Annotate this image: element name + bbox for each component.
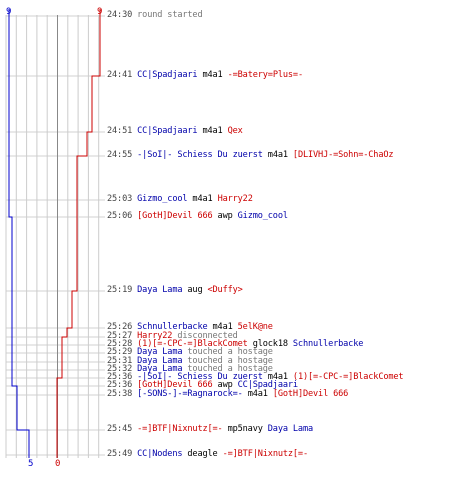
red-player-name: (1)[=-CPC-=]BlackComet [137, 339, 248, 349]
blue-player-name: Daya Lama [137, 364, 183, 374]
red-player-name: [GotH]Devil 666 [137, 211, 213, 221]
blue-player-name: Gizmo_cool [237, 211, 288, 221]
blue-player-name: [-SONS-]-=Ragnarock=- [137, 389, 243, 399]
event-time: 24:51 [107, 126, 138, 136]
blue-player-name: CC|Nodens [137, 449, 183, 459]
blue-player-name: Daya Lama [137, 285, 183, 295]
event-text: m4a1 [187, 194, 218, 204]
red-player-name: [GotH]Devil 666 [272, 389, 349, 399]
event-text: disconnected [172, 331, 238, 341]
event-row: 24:51 CC|Spadjaari m4a1 Qex [107, 127, 243, 136]
red-player-name: [GotH]Devil 666 [137, 380, 213, 390]
blue-player-name: CC|Spadjaari [137, 70, 198, 80]
event-row: 24:55 -|SoI|- Schiess Du zuerst m4a1 [DL… [107, 150, 394, 160]
event-text: m4a1 [197, 70, 228, 80]
event-time: 24:55 [107, 150, 138, 160]
event-text: deagle [182, 449, 223, 459]
red-team-count-line [56, 9, 101, 458]
event-text: m4a1 [197, 126, 228, 136]
event-row: 25:03 Gizmo_cool m4a1 Harry22 [107, 195, 253, 204]
event-time: 25:31 [107, 356, 138, 366]
event-time: 25:28 [107, 339, 138, 349]
event-time: 25:36 [107, 372, 138, 382]
event-row: 25:36 [GotH]Devil 666 awp CC|Spadjaari [107, 381, 298, 390]
red-player-name: Harry22 [137, 331, 173, 341]
red-player-name: -=Batery=Plus=- [227, 70, 304, 80]
event-text: touched a hostage [182, 347, 273, 357]
red-player-name: Qex [227, 126, 243, 136]
event-time: 25:49 [107, 449, 138, 459]
blue-player-name: Gizmo_cool [137, 194, 188, 204]
event-row: 24:41 CC|Spadjaari m4a1 -=Batery=Plus=- [107, 71, 303, 80]
event-text: awp [212, 211, 238, 221]
blue-player-name: CC|Spadjaari [237, 380, 298, 390]
red-player-name: <Duffy> [207, 285, 243, 295]
event-time: 25:45 [107, 424, 138, 434]
event-row: 25:27 Harry22 disconnected [107, 332, 238, 341]
red-player-name: -=]BTF|Nixnutz[=- [137, 424, 223, 434]
red-bottom-count: 0 [55, 459, 61, 469]
red-player-name: (1)[=-CPC-=]BlackComet [292, 372, 404, 382]
event-row: 24:30 round started [107, 10, 203, 20]
event-text: touched a hostage [182, 364, 273, 374]
event-time: 25:06 [107, 211, 138, 221]
event-time: 25:26 [107, 322, 138, 332]
event-row: 25:26 Schnullerbacke m4a1 5elK@ne [107, 323, 273, 332]
red-player-name: [DLIVHJ-=Sohn=-ChaOz [292, 150, 394, 160]
event-text: glock18 [247, 339, 293, 349]
event-row: 25:29 Daya Lama touched a hostage [107, 348, 273, 357]
event-row: 25:36 -|SoI|- Schiess Du zuerst m4a1 (1)… [107, 372, 404, 382]
event-text: m4a1 [242, 389, 273, 399]
red-player-name: Harry22 [217, 194, 253, 204]
event-time: 25:29 [107, 347, 138, 357]
blue-player-name: Schnullerbacke [137, 322, 208, 332]
event-row: 25:19 Daya Lama aug <Duffy> [107, 286, 243, 295]
event-row: 25:06 [GotH]Devil 666 awp Gizmo_cool [107, 212, 288, 221]
event-text: touched a hostage [182, 356, 273, 366]
blue-player-name: -|SoI|- Schiess Du zuerst [137, 150, 263, 160]
red-player-name: 5elK@ne [237, 322, 273, 332]
event-time: 25:03 [107, 194, 138, 204]
blue-player-name: Daya Lama [137, 347, 183, 357]
blue-player-name: Schnullerbacke [292, 339, 364, 349]
event-time: 25:38 [107, 389, 138, 399]
event-text: round started [137, 10, 203, 20]
event-text: awp [212, 380, 238, 390]
event-text: mp5navy [222, 424, 268, 434]
blue-player-name: CC|Spadjaari [137, 126, 198, 136]
blue-player-name: -|SoI|- Schiess Du zuerst [137, 372, 263, 382]
event-row: 25:28 (1)[=-CPC-=]BlackComet glock18 Sch… [107, 340, 363, 349]
blue-player-name: Daya Lama [267, 424, 313, 434]
blue-top-count: 9 [6, 7, 12, 17]
red-top-count: 9 [97, 7, 103, 17]
event-time: 25:27 [107, 331, 138, 341]
event-row: 25:45 -=]BTF|Nixnutz[=- mp5navy Daya Lam… [107, 425, 313, 434]
red-player-name: -=]BTF|Nixnutz[=- [222, 449, 309, 459]
event-time: 24:41 [107, 70, 138, 80]
event-time: 25:19 [107, 285, 138, 295]
blue-player-name: Daya Lama [137, 356, 183, 366]
event-row: 25:38 [-SONS-]-=Ragnarock=- m4a1 [GotH]D… [107, 390, 348, 399]
blue-team-count-line [8, 9, 30, 458]
event-text: aug [182, 285, 208, 295]
event-text: m4a1 [262, 150, 293, 160]
column-gridlines [5, 15, 100, 458]
event-row: 25:31 Daya Lama touched a hostage [107, 357, 273, 366]
event-time: 24:30 [107, 10, 138, 20]
event-text: m4a1 [262, 372, 293, 382]
event-time: 25:32 [107, 364, 138, 374]
event-gridlines [6, 15, 105, 456]
blue-bottom-count: 5 [28, 459, 34, 469]
event-time: 25:36 [107, 380, 138, 390]
event-text: m4a1 [207, 322, 238, 332]
event-row: 25:49 CC|Nodens deagle -=]BTF|Nixnutz[=- [107, 450, 308, 459]
event-row: 25:32 Daya Lama touched a hostage [107, 365, 273, 374]
